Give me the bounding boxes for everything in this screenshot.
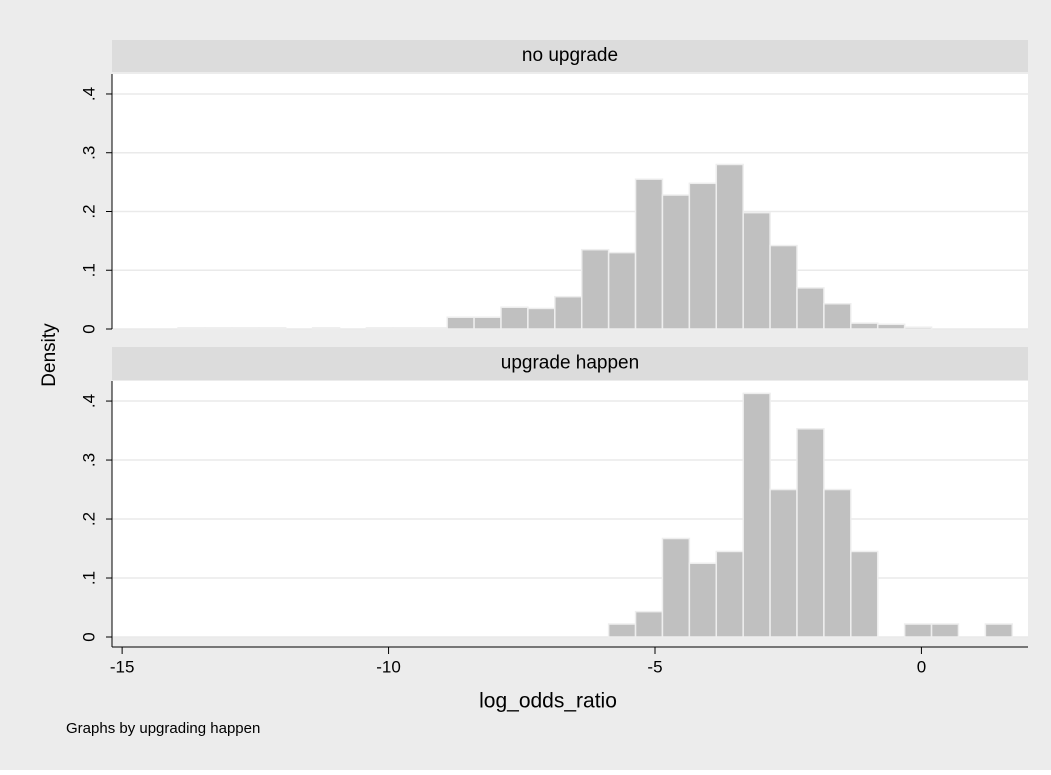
y-tick-label: .1 [79,571,98,585]
y-tick-label: 0 [79,632,98,641]
bar [769,244,798,330]
bar [903,623,933,638]
y-tick-label: .3 [79,146,98,160]
y-tick-label: .3 [79,453,98,467]
x-tick-label: -15 [110,657,135,676]
bar [769,488,798,638]
y-tick-label: .1 [79,263,98,277]
bar [634,178,664,330]
panel-strip [112,347,1028,380]
panel-strip [112,40,1028,72]
bar [177,327,206,330]
bar [930,623,960,638]
bar [392,327,422,330]
bar [876,323,906,330]
plot-area [112,74,1028,329]
y-tick-label: .4 [79,87,98,101]
bar [850,322,879,330]
bar [365,327,395,330]
bar [446,316,475,330]
y-tick-label: .2 [79,512,98,526]
bar [473,316,502,330]
bar [984,623,1014,638]
bar [715,550,744,638]
x-axis-label: log_odds_ratio [479,690,617,713]
bar [688,562,718,638]
bar [527,307,556,330]
bar [311,327,341,330]
bar [796,428,825,638]
x-tick-label: 0 [917,657,926,676]
bar [580,248,610,330]
bar [661,537,691,638]
y-tick-label: 0 [79,324,98,333]
panel-title: upgrade happen [501,353,639,374]
bar [231,327,260,330]
bar [204,327,233,330]
bar [607,251,637,330]
bar [850,550,879,638]
bar [258,327,287,330]
bar [688,182,718,330]
bar [715,163,744,330]
plot-area [112,381,1028,637]
bar [796,287,825,330]
x-tick-label: -10 [376,657,401,676]
panel-title: no upgrade [522,45,618,66]
y-axis-label: Density [39,323,60,387]
bar [661,194,691,330]
bar [823,302,852,330]
bar [607,623,637,638]
bar [903,326,933,330]
bar [742,211,771,330]
y-tick-label: .2 [79,204,98,218]
bar [500,306,529,330]
note: Graphs by upgrading happen [66,720,260,737]
bar [634,610,664,638]
bar [419,327,448,330]
bar [823,488,852,638]
bar [742,392,771,638]
y-tick-label: .4 [79,394,98,408]
bar [554,295,583,330]
x-tick-label: -5 [647,657,662,676]
